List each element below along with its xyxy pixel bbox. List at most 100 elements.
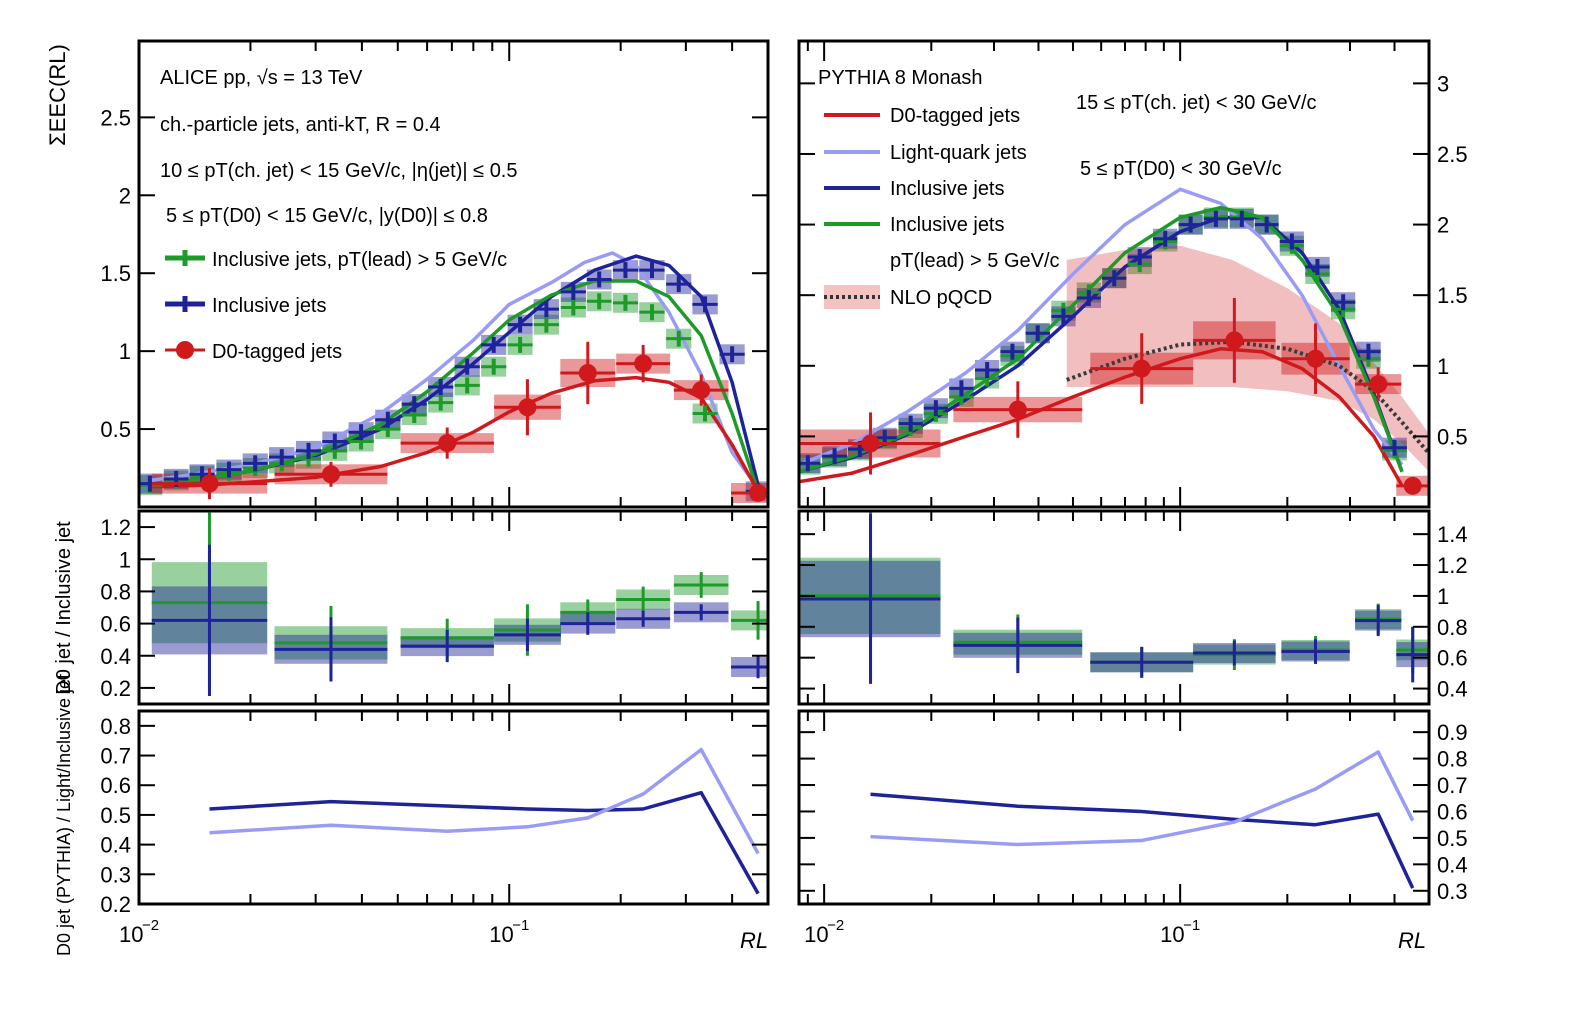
mid-left-ytick-label-0: 0.2 xyxy=(100,676,131,701)
mid-right-ytick-label-3: 1 xyxy=(1437,584,1449,609)
legend-r-light: Light-quark jets xyxy=(890,142,1027,164)
legend-label-inclusive-lead: Inclusive jets, pT(lead) > 5 GeV/c xyxy=(212,249,507,271)
legend-band-nlo xyxy=(824,285,880,309)
bottom-right-xtick-exp-0: −2 xyxy=(827,917,844,934)
frame-bottom-right xyxy=(797,709,1431,906)
x-title-right: RL xyxy=(1398,928,1426,953)
frame-mid-right xyxy=(797,509,1431,706)
annotation-generator: PYTHIA 8 Monash xyxy=(818,67,983,89)
mid-left-ytick-label-1: 0.4 xyxy=(100,644,131,669)
bottom-right-ytick-label-5: 0.8 xyxy=(1437,747,1468,772)
points-top-left xyxy=(139,262,768,502)
top-right-ytick-label-4: 2.5 xyxy=(1437,142,1468,167)
bottom-left-xtick-label-0: 10 xyxy=(119,922,143,947)
top-left-series-5-line xyxy=(149,279,760,492)
top-right-ytick-label-3: 2 xyxy=(1437,213,1449,238)
bottom-left-ytick-label-5: 0.7 xyxy=(100,744,131,769)
top-right-ytick-label-0: 0.5 xyxy=(1437,424,1468,449)
top-right-ytick-label-5: 3 xyxy=(1437,71,1449,96)
mid-left-ytick-label-5: 1.2 xyxy=(100,515,131,540)
top-left-series-6-line xyxy=(149,375,760,493)
bottom-left-ytick-label-6: 0.8 xyxy=(100,714,131,739)
y-title-mid: D0 jet / Inclusive jet xyxy=(53,521,75,695)
y-title-bottom: D0 jet (PYTHIA) / Light/Inclusive jet xyxy=(54,674,74,956)
bottom-right-xtick-label-1: 10 xyxy=(1160,922,1184,947)
top-right-series-2-marker-3 xyxy=(1225,331,1244,350)
bottom-right-xtick-exp-1: −1 xyxy=(1183,917,1200,934)
legend-r-inclusive-lead: Inclusive jets xyxy=(890,214,1005,236)
bottom-right-ytick-label-6: 0.9 xyxy=(1437,720,1468,745)
top-right-series-2-marker-2 xyxy=(1132,359,1151,378)
top-left-series-2-marker-4 xyxy=(578,363,597,382)
bottom-right-ytick-label-1: 0.4 xyxy=(1437,852,1468,877)
bottom-left-ytick-label-2: 0.4 xyxy=(100,833,131,858)
legend-left: Inclusive jets, pT(lead) > 5 GeV/c Inclu… xyxy=(165,249,507,363)
bottom-left-xtick-exp-1: −1 xyxy=(512,917,529,934)
legend-label-d0: D0-tagged jets xyxy=(212,341,342,363)
lines-bottom-left xyxy=(209,747,760,895)
top-right-series-2-marker-6 xyxy=(1403,476,1422,495)
top-left-ytick-label-4: 2.5 xyxy=(100,105,131,130)
top-left-ytick-label-0: 0.5 xyxy=(100,417,131,442)
y-title-top: ΣEEC(RL) xyxy=(45,44,70,146)
bottom-right-xtick-label-0: 10 xyxy=(804,922,828,947)
bottom-left-ytick-label-3: 0.5 xyxy=(100,803,131,828)
top-left-series-2-marker-7 xyxy=(749,483,768,502)
top-left-series-2-marker-6 xyxy=(692,381,711,400)
bottom-right-ytick-label-0: 0.3 xyxy=(1437,879,1468,904)
top-right-ytick-label-2: 1.5 xyxy=(1437,283,1468,308)
lines-bottom-right xyxy=(870,750,1415,889)
bottom-right-ytick-label-2: 0.5 xyxy=(1437,826,1468,851)
bottom-right-ytick-label-4: 0.7 xyxy=(1437,773,1468,798)
bottom-left-ytick-label-0: 0.2 xyxy=(100,892,131,917)
mid-left-ytick-label-4: 1 xyxy=(119,547,131,572)
annotation-experiment: ALICE pp, √s = 13 TeV xyxy=(160,67,363,89)
mid-right-ytick-label-1: 0.6 xyxy=(1437,646,1468,671)
mid-right-ytick-label-0: 0.4 xyxy=(1437,677,1468,702)
axes-frames: 0.5 1 1.5 2 2.5 0.5 1 1.5 2 2.5 3 0.2 0.4 0.6 0.8 1 1.2 0… xyxy=(100,39,1468,947)
annotation-right-jet-pt: 15 ≤ pT(ch. jet) < 30 GeV/c xyxy=(1076,92,1317,114)
bottom-left-series-0-line xyxy=(209,790,760,895)
mid-right-ytick-label-2: 0.8 xyxy=(1437,615,1468,640)
top-left-series-2-marker-2 xyxy=(438,434,457,453)
legend-r-inclusive: Inclusive jets xyxy=(890,178,1005,200)
points-top-right xyxy=(799,209,1429,495)
points-mid-left xyxy=(151,512,768,696)
top-right-series-2-marker-0 xyxy=(861,434,880,453)
top-right-series-2-marker-5 xyxy=(1369,375,1388,394)
bottom-left-ytick-label-1: 0.3 xyxy=(100,862,131,887)
top-left-ytick-label-3: 2 xyxy=(119,183,131,208)
bottom-right-series-0-line xyxy=(870,792,1415,889)
mid-right-ytick-label-4: 1.2 xyxy=(1437,553,1468,578)
legend-marker-d0 xyxy=(176,341,194,359)
x-title-left: RL xyxy=(740,928,768,953)
annotation-jet-pt: 10 ≤ pT(ch. jet) < 15 GeV/c, |η(jet)| ≤ … xyxy=(160,160,518,182)
top-left-ytick-label-1: 1 xyxy=(119,339,131,364)
legend-r-inclusive-lead-sub: pT(lead) > 5 GeV/c xyxy=(890,250,1060,272)
annotation-right-d0-pt: 5 ≤ pT(D0) < 30 GeV/c xyxy=(1080,158,1282,180)
frame-bottom-left xyxy=(137,709,770,906)
bottom-left-xtick-exp-0: −2 xyxy=(142,917,159,934)
top-left-series-2-marker-1 xyxy=(321,465,340,484)
mid-left-ytick-label-2: 0.6 xyxy=(100,612,131,637)
legend-label-inclusive: Inclusive jets xyxy=(212,295,327,317)
top-left-series-2-marker-5 xyxy=(634,354,653,373)
annotation-jets: ch.-particle jets, anti-kT, R = 0.4 xyxy=(160,114,441,136)
mid-right-ytick-label-5: 1.4 xyxy=(1437,522,1468,547)
bands-mid-right xyxy=(800,557,1429,673)
bottom-left-ytick-label-4: 0.6 xyxy=(100,773,131,798)
data-points xyxy=(139,209,1429,696)
legend-right: D0-tagged jets Light-quark jets Inclusiv… xyxy=(824,105,1060,309)
top-left-ytick-label-2: 1.5 xyxy=(100,261,131,286)
bottom-right-ytick-label-3: 0.6 xyxy=(1437,799,1468,824)
legend-r-nlo: NLO pQCD xyxy=(890,287,992,309)
top-left-series-2-marker-3 xyxy=(518,398,537,417)
top-right-series-2-marker-1 xyxy=(1008,400,1027,419)
mid-left-ytick-label-3: 0.8 xyxy=(100,579,131,604)
top-right-series-3-line xyxy=(799,187,1404,467)
bottom-left-series-1-line xyxy=(209,747,760,855)
top-right-series-2-marker-4 xyxy=(1306,349,1325,368)
bottom-left-xtick-label-1: 10 xyxy=(489,922,513,947)
points-mid-right xyxy=(800,511,1429,684)
